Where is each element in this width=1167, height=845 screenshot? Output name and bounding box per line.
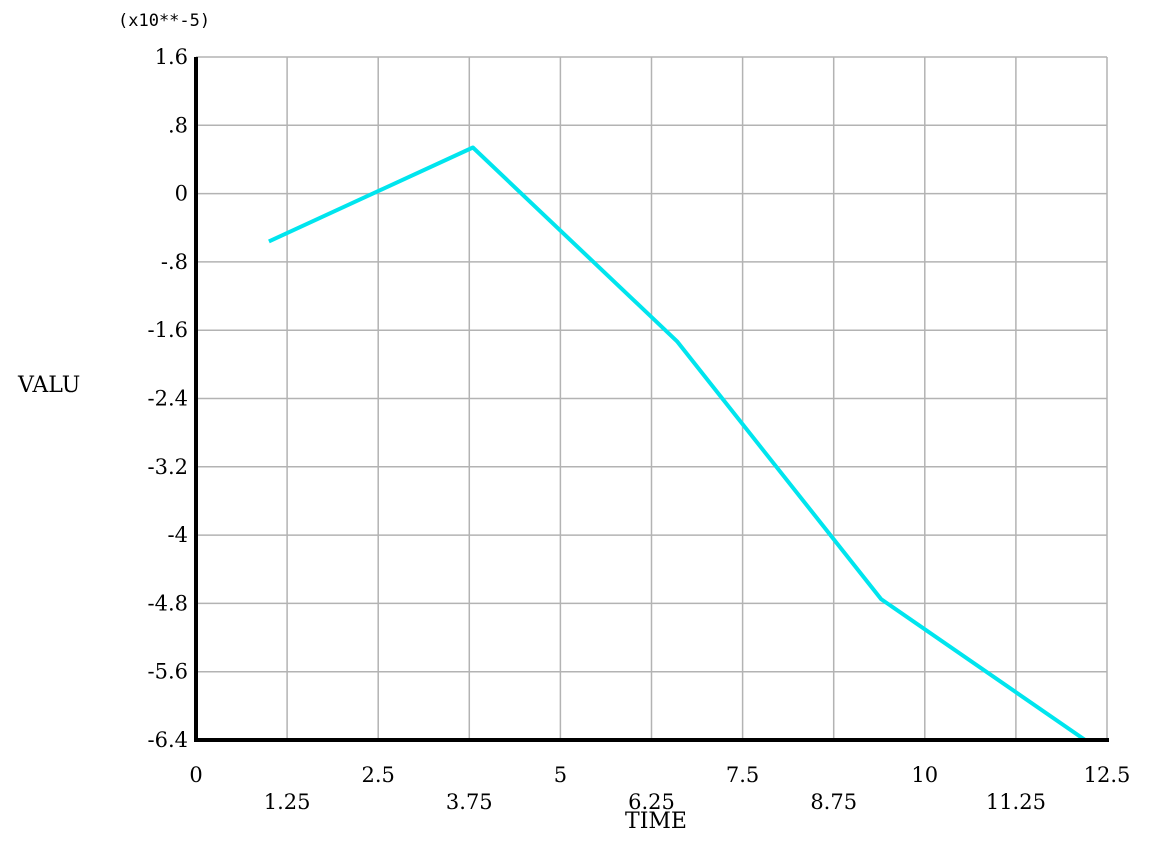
- y-tick-label: -5.6: [148, 660, 189, 684]
- x-tick-label: 2.5: [361, 763, 394, 787]
- x-tick-label: 8.75: [810, 790, 857, 814]
- x-tick-label: 10: [911, 763, 938, 787]
- x-tick-label: 12.5: [1084, 763, 1131, 787]
- axes: [194, 57, 1109, 742]
- y-tick-label: -6.4: [148, 728, 189, 752]
- y-tick-label: -2.4: [148, 387, 189, 411]
- y-multiplier-label: (x10**-5): [118, 11, 210, 31]
- y-tick-label: -4.8: [148, 591, 189, 615]
- data-series: [268, 145, 1087, 742]
- y-tick-label: -4: [168, 523, 188, 547]
- x-tick-label: 1.25: [264, 790, 311, 814]
- x-tick-labels: 0 2.5 5 7.5 10 12.5 1.25 3.75 6.25 8.75 11.25: [189, 763, 1130, 814]
- x-tick-label: 6.25: [628, 790, 675, 814]
- y-tick-label: -1.6: [148, 318, 189, 342]
- y-tick-label: -3.2: [148, 455, 189, 479]
- x-tick-label: 5: [554, 763, 567, 787]
- y-tick-label: 0: [175, 182, 188, 206]
- x-tick-label: 11.25: [986, 790, 1046, 814]
- x-axis-title: TIME: [625, 809, 687, 834]
- x-tick-label: 0: [189, 763, 202, 787]
- y-tick-label: -.8: [161, 250, 188, 274]
- x-tick-label: 3.75: [446, 790, 493, 814]
- series-line: [268, 145, 1087, 742]
- y-axis-title: VALU: [17, 373, 80, 398]
- grid-lines: [196, 56, 1108, 740]
- y-tick-label: .8: [168, 113, 188, 137]
- y-tick-label: 1.6: [155, 45, 188, 69]
- x-tick-label: 7.5: [726, 763, 759, 787]
- y-tick-labels: 1.6 .8 0 -.8 -1.6 -2.4 -3.2 -4 -4.8 -5.6 -6.4: [148, 45, 189, 752]
